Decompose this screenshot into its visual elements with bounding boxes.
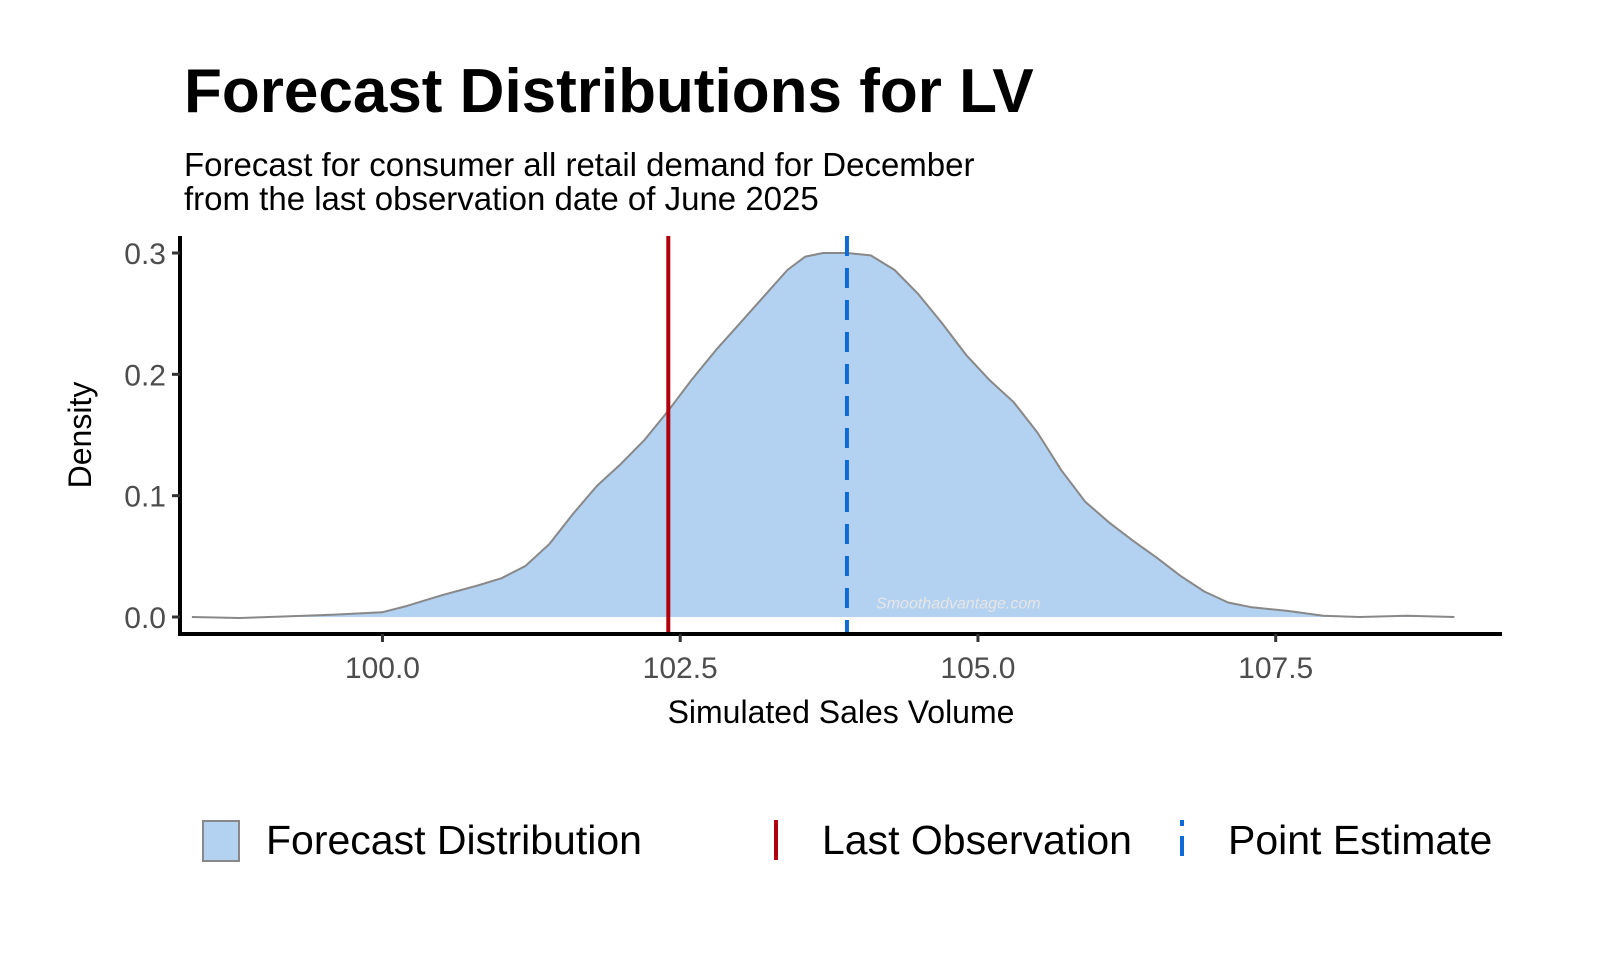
legend-key-solid-line — [758, 820, 794, 860]
watermark: Smoothadvantage.com — [876, 595, 1041, 612]
y-tick-label: 0.2 — [124, 359, 166, 392]
y-tick-label: 0.0 — [124, 602, 166, 635]
legend-item-last-observation: Last Observation — [758, 800, 1132, 880]
x-tick-label: 100.0 — [345, 652, 420, 685]
legend-item-forecast: Forecast Distribution — [202, 800, 642, 880]
x-tick-label: 102.5 — [643, 652, 718, 685]
legend: Forecast Distribution Last Observation P… — [0, 800, 1600, 880]
density-curve — [191, 252, 1455, 619]
chart-title: Forecast Distributions for LV — [184, 57, 1034, 126]
subtitle-line-2: from the last observation date of June 2… — [184, 180, 819, 217]
x-tick-label: 107.5 — [1238, 652, 1313, 685]
y-tick-label: 0.1 — [124, 481, 166, 514]
legend-item-point-estimate: Point Estimate — [1164, 800, 1492, 880]
legend-label-point-estimate: Point Estimate — [1228, 816, 1493, 863]
chart-subtitle: Forecast for consumer all retail demand … — [184, 148, 975, 216]
plot-area: Smoothadvantage.com — [191, 236, 1455, 634]
legend-key-fill — [202, 820, 240, 862]
y-axis-title: Density — [62, 382, 98, 489]
legend-label-forecast: Forecast Distribution — [266, 816, 642, 863]
x-tick-label: 105.0 — [940, 652, 1015, 685]
y-tick-label: 0.3 — [124, 238, 166, 271]
legend-label-last-observation: Last Observation — [822, 816, 1132, 863]
legend-key-dashed-line — [1164, 820, 1200, 860]
density-area — [191, 253, 1455, 618]
subtitle-line-1: Forecast for consumer all retail demand … — [184, 146, 975, 183]
axes: 0.0 0.1 0.2 0.3 100.0 102.5 105.0 107.5 Simulate… — [62, 236, 1502, 730]
x-axis-title: Simulated Sales Volume — [668, 694, 1015, 730]
